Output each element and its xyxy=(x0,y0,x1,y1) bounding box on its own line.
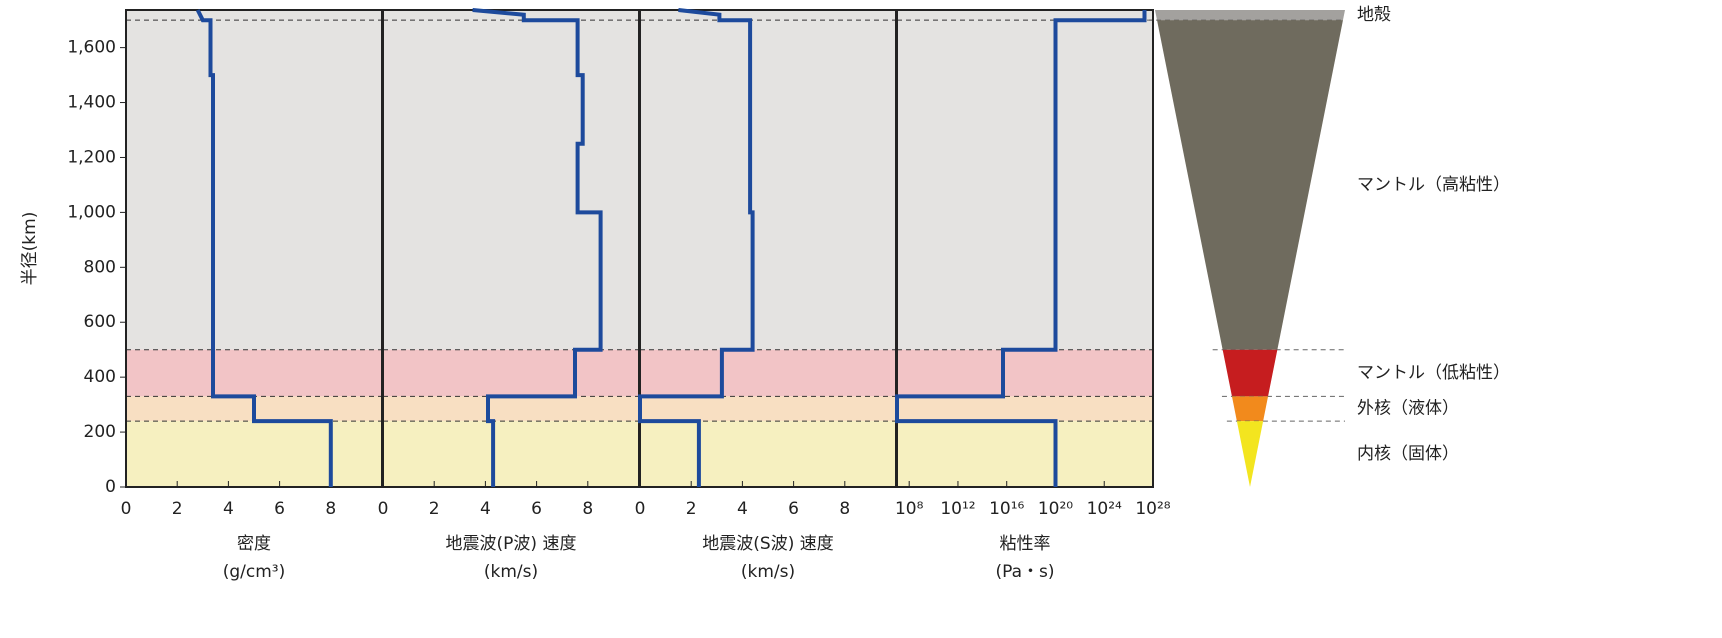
layer-band xyxy=(383,350,639,397)
x-tick-label: 10¹⁶ xyxy=(989,499,1024,519)
x-tick-label: 10²⁰ xyxy=(1038,499,1073,519)
layer-band xyxy=(640,350,896,397)
x-tick-label: 2 xyxy=(172,499,183,519)
layer-label: マントル（高粘性） xyxy=(1357,175,1510,195)
layer-wedge xyxy=(1237,421,1263,487)
layer-band xyxy=(640,396,896,421)
x-tick-label: 10¹² xyxy=(940,499,975,519)
layer-band xyxy=(640,20,896,350)
layer-wedge xyxy=(1155,10,1345,20)
y-tick-label: 400 xyxy=(84,367,116,387)
y-tick-label: 1,400 xyxy=(67,93,116,113)
x-axis-label: (g/cm³) xyxy=(223,562,286,582)
layer-band xyxy=(126,350,382,397)
x-tick-label: 0 xyxy=(635,499,646,519)
x-tick-label: 10²⁸ xyxy=(1135,499,1170,519)
x-axis-label: 地震波(S波) 速度 xyxy=(702,534,833,554)
layer-label: 外核（液体） xyxy=(1357,399,1459,419)
x-tick-label: 2 xyxy=(686,499,697,519)
layer-band xyxy=(897,350,1153,397)
x-tick-label: 4 xyxy=(737,499,748,519)
layer-band xyxy=(897,20,1153,350)
layer-wedge xyxy=(1232,396,1268,421)
x-tick-label: 4 xyxy=(223,499,234,519)
x-axis-label: 粘性率 xyxy=(1000,534,1051,554)
x-tick-label: 4 xyxy=(480,499,491,519)
layer-band xyxy=(126,10,382,20)
x-tick-label: 6 xyxy=(274,499,285,519)
x-tick-label: 8 xyxy=(839,499,850,519)
layer-band xyxy=(383,396,639,421)
layer-band xyxy=(383,421,639,487)
layer-wedge xyxy=(1157,20,1343,350)
chart: 02468密度(g/cm³)02004006008001,0001,2001,4… xyxy=(0,0,1722,634)
layer-band xyxy=(897,421,1153,487)
x-tick-label: 6 xyxy=(531,499,542,519)
x-tick-label: 10⁸ xyxy=(895,499,924,519)
x-tick-label: 0 xyxy=(121,499,132,519)
y-axis-label: 半径(km) xyxy=(20,212,40,286)
layer-wedge xyxy=(1223,350,1278,397)
y-tick-label: 600 xyxy=(84,312,116,332)
x-axis-label: 密度 xyxy=(237,534,271,554)
layer-band xyxy=(897,396,1153,421)
layer-label: 内核（固体） xyxy=(1357,444,1459,464)
x-tick-label: 0 xyxy=(378,499,389,519)
x-axis-label: (km/s) xyxy=(741,562,795,582)
x-axis-label: (km/s) xyxy=(484,562,538,582)
layer-band xyxy=(640,421,896,487)
x-axis-label: 地震波(P波) 速度 xyxy=(446,534,577,554)
x-tick-label: 10²⁴ xyxy=(1087,499,1122,519)
x-tick-label: 2 xyxy=(429,499,440,519)
y-tick-label: 1,600 xyxy=(67,38,116,58)
x-axis-label: (Pa・s) xyxy=(995,562,1054,582)
x-tick-label: 8 xyxy=(582,499,593,519)
layer-band xyxy=(126,421,382,487)
y-tick-label: 0 xyxy=(105,477,116,497)
layer-label: マントル（低粘性） xyxy=(1357,363,1510,383)
y-tick-label: 1,200 xyxy=(67,147,116,167)
y-tick-label: 1,000 xyxy=(67,202,116,222)
x-tick-label: 6 xyxy=(788,499,799,519)
x-tick-label: 8 xyxy=(325,499,336,519)
layer-band xyxy=(126,20,382,350)
y-tick-label: 800 xyxy=(84,257,116,277)
layer-label: 地殻 xyxy=(1357,5,1391,25)
y-tick-label: 200 xyxy=(84,422,116,442)
